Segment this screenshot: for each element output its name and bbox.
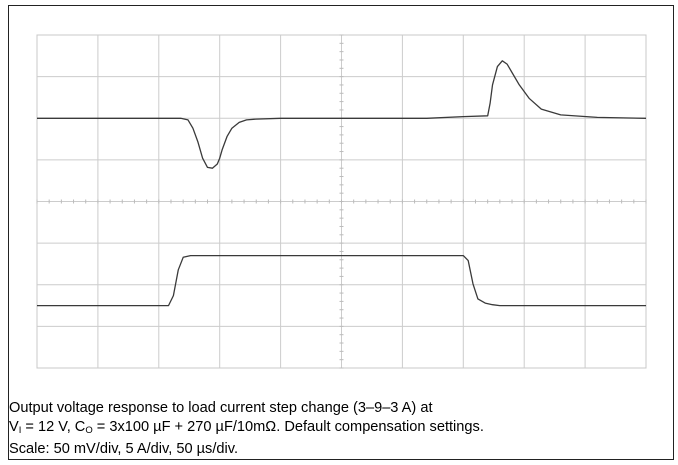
caption-line-1: Output voltage response to load current … <box>9 400 433 416</box>
caption-co: = 12 V, C <box>21 418 86 435</box>
trace-output-voltage <box>37 60 647 169</box>
trace-load-current <box>37 254 646 307</box>
figure-caption: Output voltage response to load current … <box>9 399 669 459</box>
caption-co-sub: O <box>85 424 93 436</box>
caption-vi: V <box>9 418 19 435</box>
caption-components: = 3x100 µF + 270 µF/10mΩ. Default compen… <box>92 418 484 435</box>
caption-line-2: VI = 12 V, CO = 3x100 µF + 270 µF/10mΩ. … <box>9 418 669 441</box>
caption-vi-sub: I <box>18 424 22 436</box>
caption-line-3: Scale: 50 mV/div, 5 A/div, 50 µs/div. <box>9 441 239 457</box>
